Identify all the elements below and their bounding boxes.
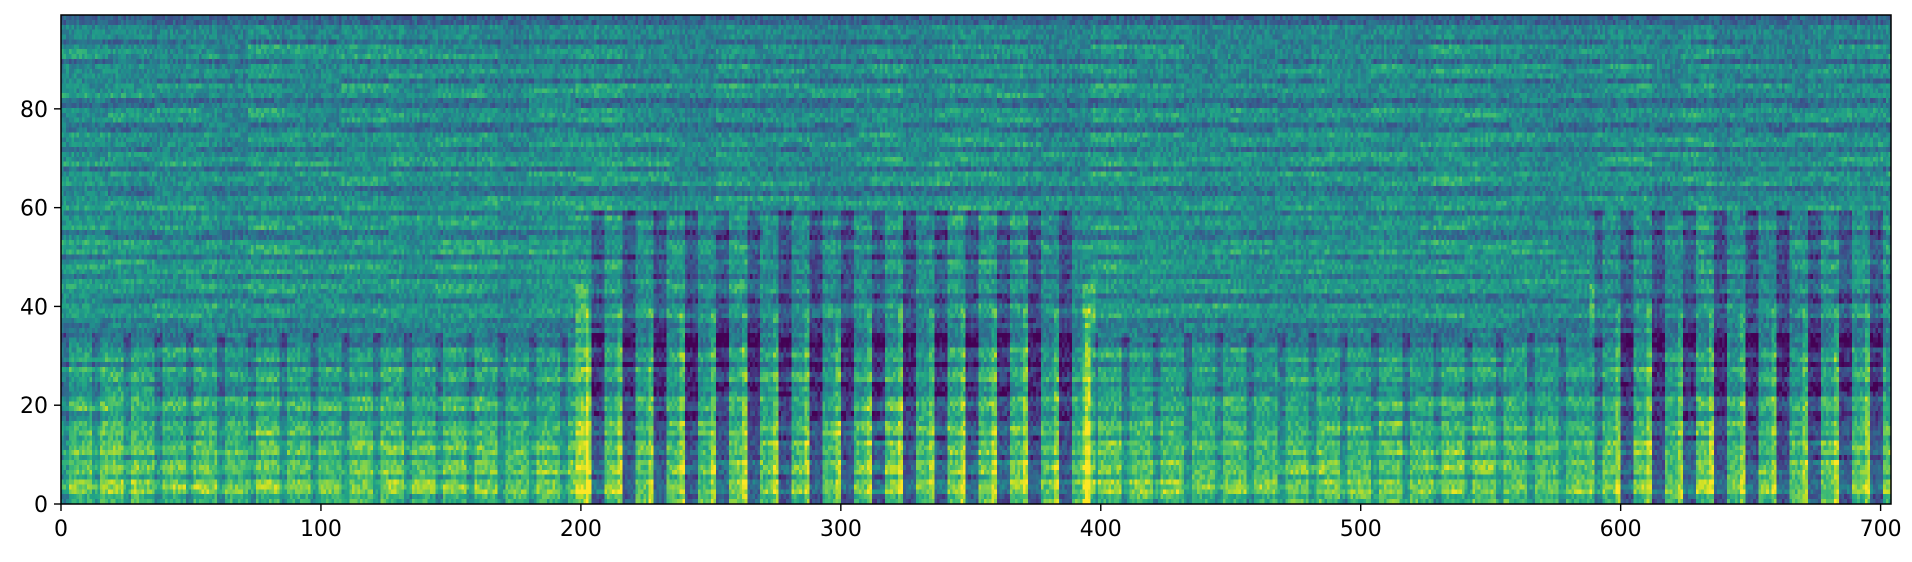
plot-frame	[60, 14, 1892, 505]
x-tick-label: 400	[1080, 517, 1122, 542]
x-tick-label: 100	[300, 517, 342, 542]
x-tick-label: 300	[820, 517, 862, 542]
x-tick-label: 600	[1600, 517, 1642, 542]
y-tick-label: 60	[20, 197, 48, 222]
x-tick-label: 0	[54, 517, 68, 542]
y-tick-label: 80	[20, 98, 48, 123]
x-tick-label: 700	[1860, 517, 1902, 542]
spectrogram-heatmap	[61, 15, 1891, 504]
y-tick-label: 0	[34, 493, 48, 518]
y-tick-label: 40	[20, 295, 48, 320]
y-tick-label: 20	[20, 394, 48, 419]
x-tick-label: 500	[1340, 517, 1382, 542]
x-tick-label: 200	[560, 517, 602, 542]
